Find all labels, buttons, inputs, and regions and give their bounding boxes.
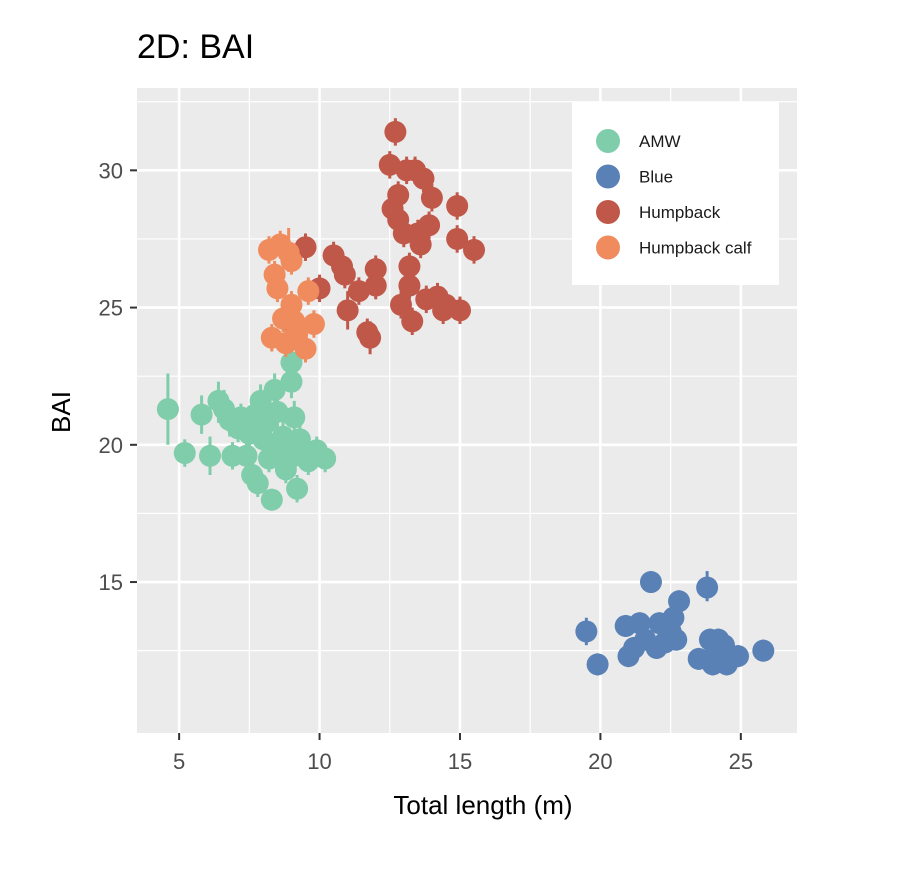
x-tick-label: 20: [588, 749, 612, 774]
humpback-calf-point: [280, 249, 303, 272]
amw-point: [235, 444, 258, 467]
amw-point: [283, 406, 306, 429]
humpback-calf-point: [280, 293, 303, 316]
data-points: [156, 118, 775, 676]
legend-key-humpback: [596, 200, 620, 224]
chart-title: 2D: BAI: [137, 28, 254, 66]
humpback-point: [412, 167, 435, 190]
x-axis-label: Total length (m): [393, 790, 572, 820]
humpback-point: [347, 280, 370, 303]
y-axis-label: BAI: [46, 391, 76, 433]
blue-point: [665, 628, 688, 651]
legend: AMW Blue Humpback Humpback calf: [572, 102, 779, 285]
amw-point: [280, 370, 303, 393]
amw-point: [190, 403, 213, 426]
y-tick-label: 25: [99, 296, 123, 321]
amw-point: [173, 442, 196, 465]
humpback-point: [463, 238, 486, 261]
blue-point: [668, 590, 691, 613]
blue-point: [639, 571, 662, 594]
y-tick-label: 15: [99, 570, 123, 595]
humpback-point: [446, 195, 469, 218]
x-tick-label: 15: [448, 749, 472, 774]
humpback-point: [336, 299, 359, 322]
y-tick-label: 20: [99, 433, 123, 458]
humpback-point: [333, 263, 356, 286]
y-tick-label: 30: [99, 158, 123, 183]
humpback-point: [420, 186, 443, 209]
humpback-calf-point: [294, 337, 317, 360]
humpback-point: [378, 153, 401, 176]
humpback-point: [409, 233, 432, 256]
legend-label-amw: AMW: [639, 132, 681, 151]
amw-point: [263, 378, 286, 401]
humpback-point: [401, 310, 424, 333]
blue-point: [752, 639, 775, 662]
amw-point: [199, 444, 222, 467]
humpback-point: [384, 120, 407, 143]
humpback-point: [364, 274, 387, 297]
x-tick-label: 25: [729, 749, 753, 774]
humpback-point: [387, 184, 410, 207]
legend-key-blue: [596, 164, 620, 189]
blue-point: [586, 653, 609, 676]
humpback-point: [359, 326, 382, 349]
x-tick-label: 5: [173, 749, 185, 774]
legend-label-blue: Blue: [639, 168, 673, 187]
x-tick-label: 10: [307, 749, 331, 774]
amw-point: [260, 488, 283, 511]
amw-point: [314, 447, 337, 470]
amw-point: [266, 400, 289, 423]
blue-point: [696, 576, 719, 599]
humpback-point: [364, 258, 387, 281]
amw-point: [286, 477, 309, 500]
humpback-point: [398, 255, 421, 278]
humpback-point: [448, 299, 471, 322]
blue-point: [575, 620, 598, 643]
y-axis-ticks: 15 20 25 30: [99, 158, 137, 595]
legend-label-humpback: Humpback: [639, 203, 721, 222]
amw-point: [246, 472, 269, 495]
blue-point: [727, 645, 750, 668]
humpback-calf-point: [266, 277, 289, 300]
humpback-calf-point: [302, 313, 325, 336]
x-axis-ticks: 5 10 15 20 25: [173, 733, 753, 774]
legend-label-humpback-calf: Humpback calf: [639, 239, 752, 258]
humpback-point: [418, 214, 441, 237]
humpback-point: [398, 274, 421, 297]
legend-key-humpback-calf: [596, 235, 620, 260]
amw-point: [156, 398, 179, 421]
humpback-calf-point: [297, 280, 320, 303]
humpback-point: [294, 236, 317, 259]
humpback-point: [390, 293, 412, 316]
humpback-point: [446, 227, 469, 250]
legend-key-amw: [596, 129, 620, 153]
